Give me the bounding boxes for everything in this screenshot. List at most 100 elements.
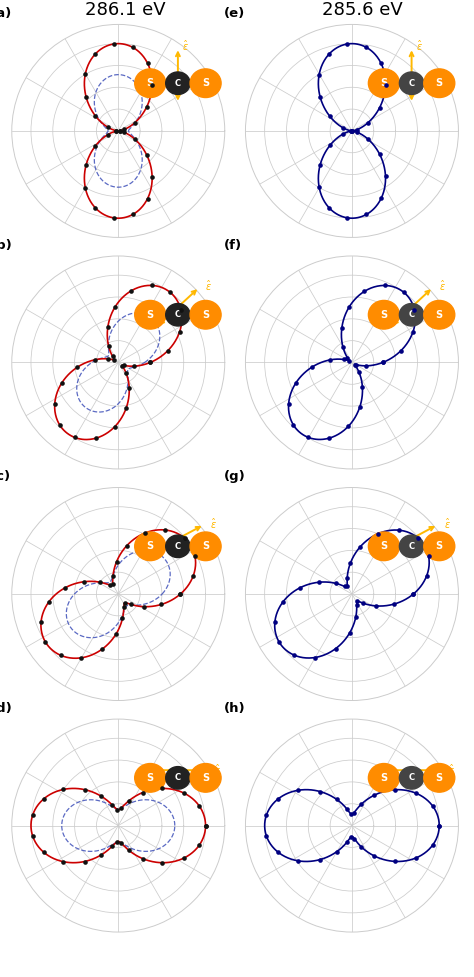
Point — [376, 100, 383, 115]
Point — [139, 851, 146, 867]
Point — [338, 320, 346, 336]
Point — [347, 807, 355, 823]
Point — [363, 206, 370, 222]
Point — [341, 578, 349, 594]
Point — [121, 595, 128, 611]
Point — [348, 123, 356, 139]
Point — [326, 430, 333, 446]
Point — [180, 786, 187, 801]
Point — [346, 556, 354, 572]
Point — [92, 431, 100, 446]
Point — [159, 855, 166, 871]
Point — [130, 359, 137, 374]
Point — [279, 594, 286, 610]
Point — [40, 791, 47, 807]
Point — [116, 123, 124, 139]
Point — [40, 844, 47, 860]
Point — [177, 586, 184, 602]
Point — [344, 571, 351, 586]
Point — [333, 844, 340, 860]
Point — [391, 854, 398, 870]
Point — [176, 324, 183, 340]
Point — [98, 788, 105, 804]
Point — [326, 352, 334, 367]
Point — [292, 375, 300, 391]
Point — [114, 802, 121, 818]
Point — [45, 594, 52, 610]
Point — [347, 123, 355, 139]
Point — [110, 352, 118, 367]
Point — [105, 338, 112, 354]
Point — [91, 138, 99, 153]
Point — [111, 419, 118, 435]
Point — [29, 828, 36, 843]
Point — [81, 854, 88, 870]
Point — [345, 418, 352, 434]
Point — [82, 89, 90, 105]
Point — [131, 132, 139, 148]
Point — [81, 782, 88, 797]
Point — [377, 56, 385, 71]
Point — [122, 401, 130, 416]
Point — [412, 850, 420, 866]
Point — [343, 834, 351, 850]
Point — [181, 531, 188, 546]
Point — [108, 797, 116, 813]
Point — [51, 397, 58, 412]
Point — [116, 123, 124, 139]
Point — [97, 574, 104, 590]
Point — [125, 793, 133, 809]
Point — [347, 828, 355, 844]
Point — [113, 554, 120, 570]
Text: (e): (e) — [224, 8, 246, 21]
Point — [343, 36, 351, 52]
Point — [114, 833, 121, 849]
Point — [423, 569, 430, 584]
Point — [332, 641, 339, 657]
Point — [56, 417, 64, 433]
Point — [353, 593, 361, 609]
Text: (a): (a) — [0, 8, 12, 21]
Point — [166, 284, 174, 300]
Point — [98, 642, 106, 658]
Point — [353, 597, 360, 613]
Point — [109, 569, 117, 584]
Point — [315, 66, 323, 82]
Point — [71, 430, 79, 446]
Point — [274, 791, 282, 807]
Point — [202, 818, 210, 833]
Point — [105, 351, 112, 366]
Point — [98, 847, 105, 863]
Point — [409, 324, 417, 340]
Point — [357, 796, 365, 812]
Point — [414, 531, 422, 546]
Point — [122, 365, 130, 381]
Point — [146, 355, 154, 370]
Point — [148, 277, 155, 293]
Point — [120, 599, 128, 615]
Point — [91, 46, 99, 62]
Point — [296, 580, 304, 596]
Point — [144, 191, 151, 206]
Point — [140, 599, 147, 615]
Point — [353, 357, 360, 372]
Point — [177, 586, 184, 602]
Point — [346, 353, 353, 368]
Point — [263, 808, 270, 824]
Point — [294, 783, 302, 798]
Point — [339, 339, 346, 355]
Point — [316, 157, 324, 173]
Point — [343, 801, 351, 817]
Point — [111, 299, 119, 315]
Point — [109, 576, 116, 592]
Point — [120, 124, 128, 140]
Point — [285, 397, 292, 412]
Point — [359, 595, 366, 611]
Text: 285.6 eV: 285.6 eV — [322, 1, 403, 20]
Point — [126, 380, 133, 396]
Point — [346, 625, 354, 641]
Point — [274, 844, 282, 860]
Point — [343, 210, 351, 226]
Point — [410, 586, 417, 602]
Point — [112, 123, 119, 139]
